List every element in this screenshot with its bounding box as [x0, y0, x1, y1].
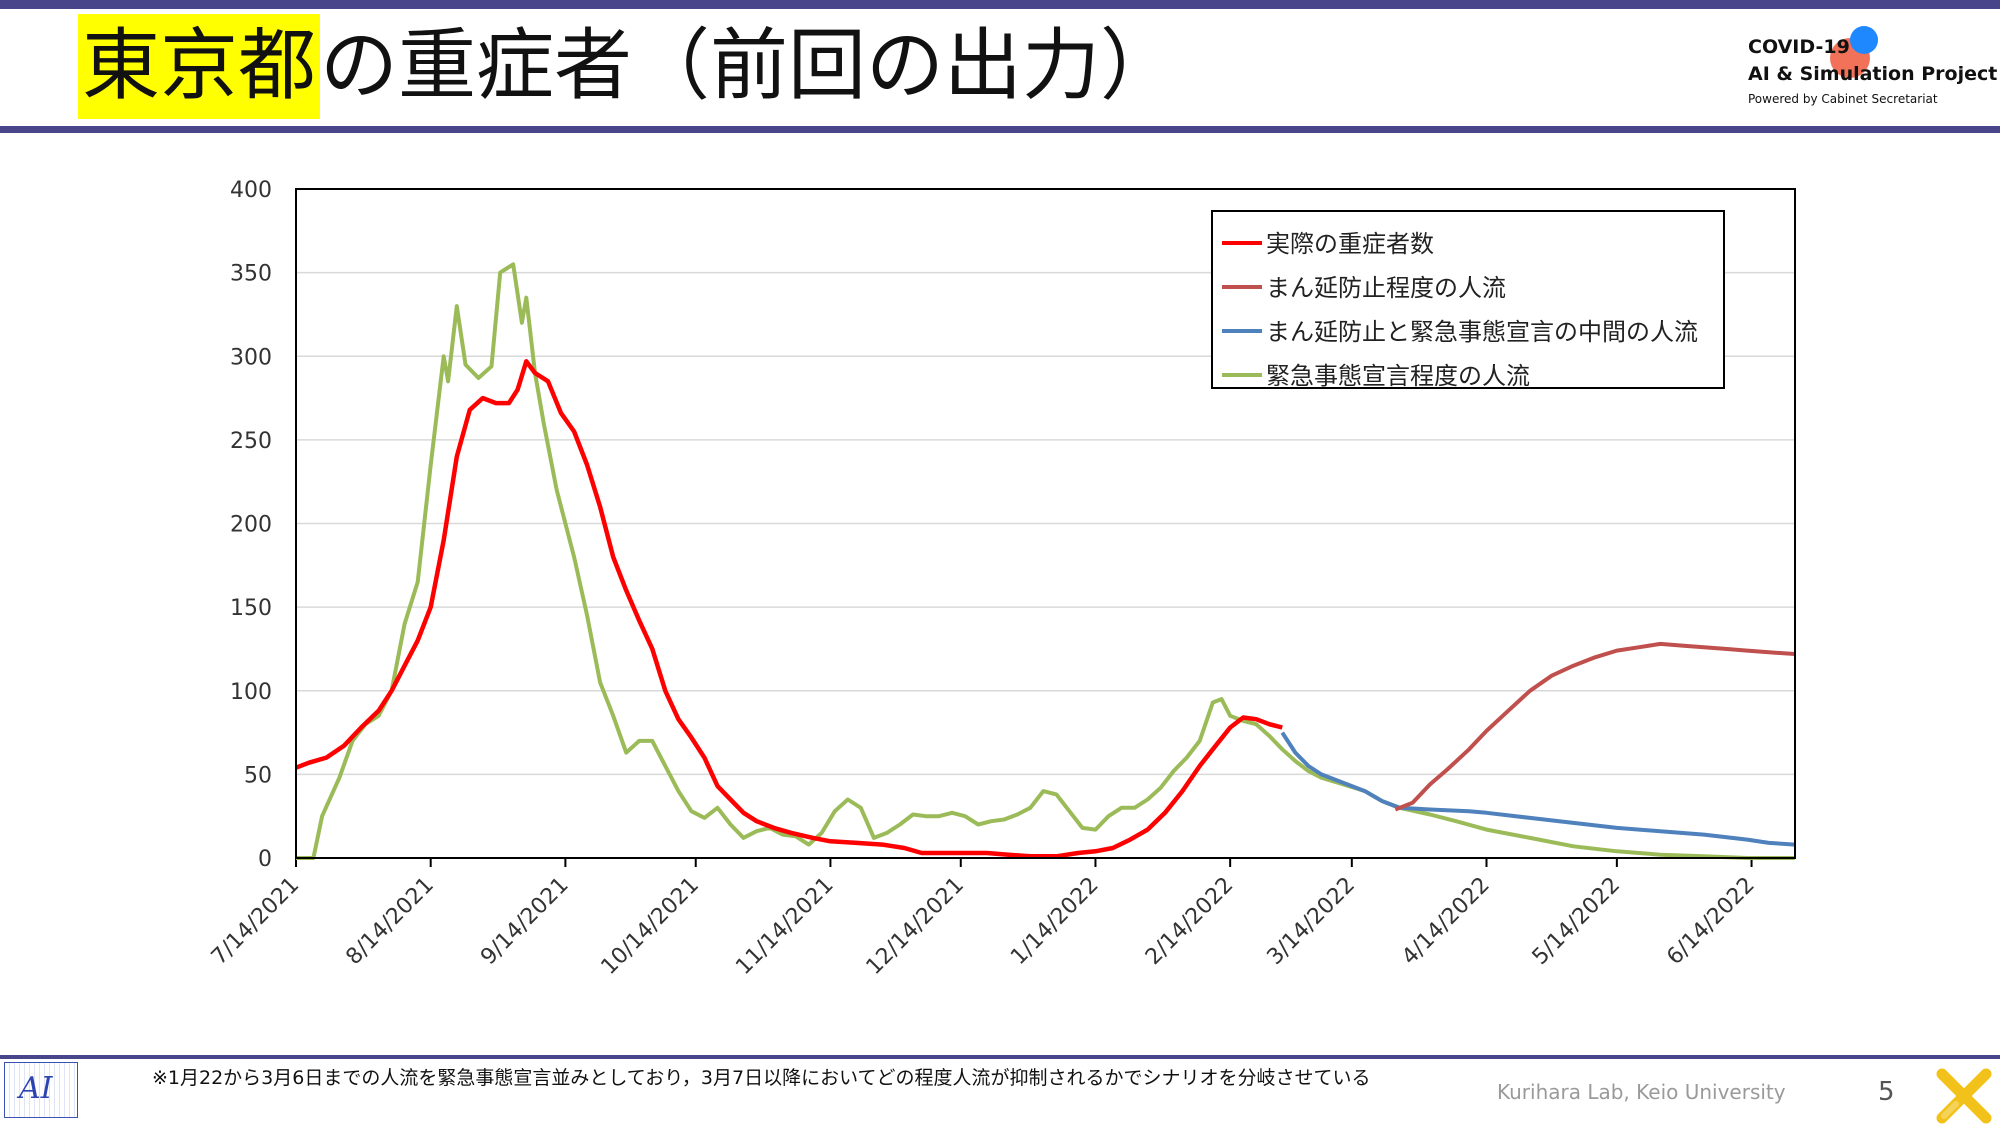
chart-series [295, 262, 1796, 860]
x-tick-label: 9/14/2021 [476, 873, 573, 970]
logo-blue-dot [1850, 26, 1878, 54]
legend-label: 緊急事態宣言程度の人流 [1266, 362, 1530, 390]
y-tick-label: 50 [244, 763, 272, 788]
x-mark-icon [1936, 1068, 1992, 1124]
footer-note: ※1月22から3月6日までの人流を緊急事態宣言並みとしており，3月7日以降におい… [152, 1067, 1371, 1089]
footer-divider [0, 1055, 2000, 1059]
chart-legend: 実際の重症者数まん延防止程度の人流まん延防止と緊急事態宣言の中間の人流緊急事態宣… [1211, 210, 1725, 390]
page-number: 5 [1878, 1077, 1895, 1107]
y-tick-label: 100 [230, 680, 272, 705]
x-tick-label: 12/14/2021 [862, 873, 969, 980]
top-accent-bar [0, 0, 2000, 9]
legend-box [1211, 210, 1725, 389]
y-tick-label: 0 [258, 847, 272, 872]
title-divider [0, 126, 2000, 133]
y-tick-label: 200 [230, 513, 272, 538]
logo-line2: AI & Simulation Project [1748, 63, 1998, 85]
legend-label: まん延防止と緊急事態宣言の中間の人流 [1266, 318, 1698, 346]
x-tick-label: 8/14/2021 [341, 873, 438, 970]
y-tick-label: 150 [230, 596, 272, 621]
title-text: の重症者（前回の出力） [320, 21, 1179, 111]
x-tick-label: 7/14/2021 [207, 873, 304, 970]
legend-label: 実際の重症者数 [1266, 230, 1434, 258]
logo-line1: COVID-19 [1748, 36, 1850, 58]
x-tick-label: 6/14/2022 [1662, 873, 1759, 970]
page-title: 東京都 の重症者（前回の出力） [78, 14, 1178, 119]
covid-project-logo: COVID-19 AI & Simulation Project Powered… [1746, 26, 1997, 115]
plot-frame [295, 188, 1796, 859]
footer-lab-name: Kurihara Lab, Keio University [1497, 1080, 1786, 1104]
series-line-4 [296, 262, 1795, 860]
x-tick-label: 11/14/2021 [731, 873, 838, 980]
y-tick-label: 250 [230, 429, 272, 454]
series-line-3 [1280, 731, 1796, 847]
x-tick-label: 1/14/2022 [1006, 873, 1103, 970]
x-tick-label: 5/14/2022 [1528, 873, 1625, 970]
series-line-2 [1394, 641, 1796, 812]
y-tick-label: 350 [230, 262, 272, 287]
x-tick-label: 2/14/2022 [1141, 873, 1238, 970]
x-tick-label: 10/14/2021 [597, 873, 704, 980]
title-highlight: 東京都 [78, 14, 321, 119]
lab-logo-text: AI [19, 1071, 53, 1106]
y-tick-label: 300 [230, 345, 272, 370]
severe-cases-chart: 0 50 100 150 200 250 300 350 400 7/14/2021 8/14/2… [207, 178, 1796, 980]
y-tick-label: 400 [230, 178, 272, 203]
x-axis-ticks: 7/14/2021 8/14/2021 9/14/2021 10/14/2021 11/… [207, 858, 1760, 980]
y-axis-ticks: 0 50 100 150 200 250 300 350 400 [230, 178, 272, 872]
logo-line3: Powered by Cabinet Secretariat [1748, 92, 1938, 106]
x-tick-label: 3/14/2022 [1263, 873, 1360, 970]
legend-label: まん延防止程度の人流 [1266, 274, 1506, 302]
x-tick-label: 4/14/2022 [1397, 873, 1494, 970]
series-line-1 [295, 359, 1283, 859]
lab-logo: AI [4, 1062, 78, 1118]
